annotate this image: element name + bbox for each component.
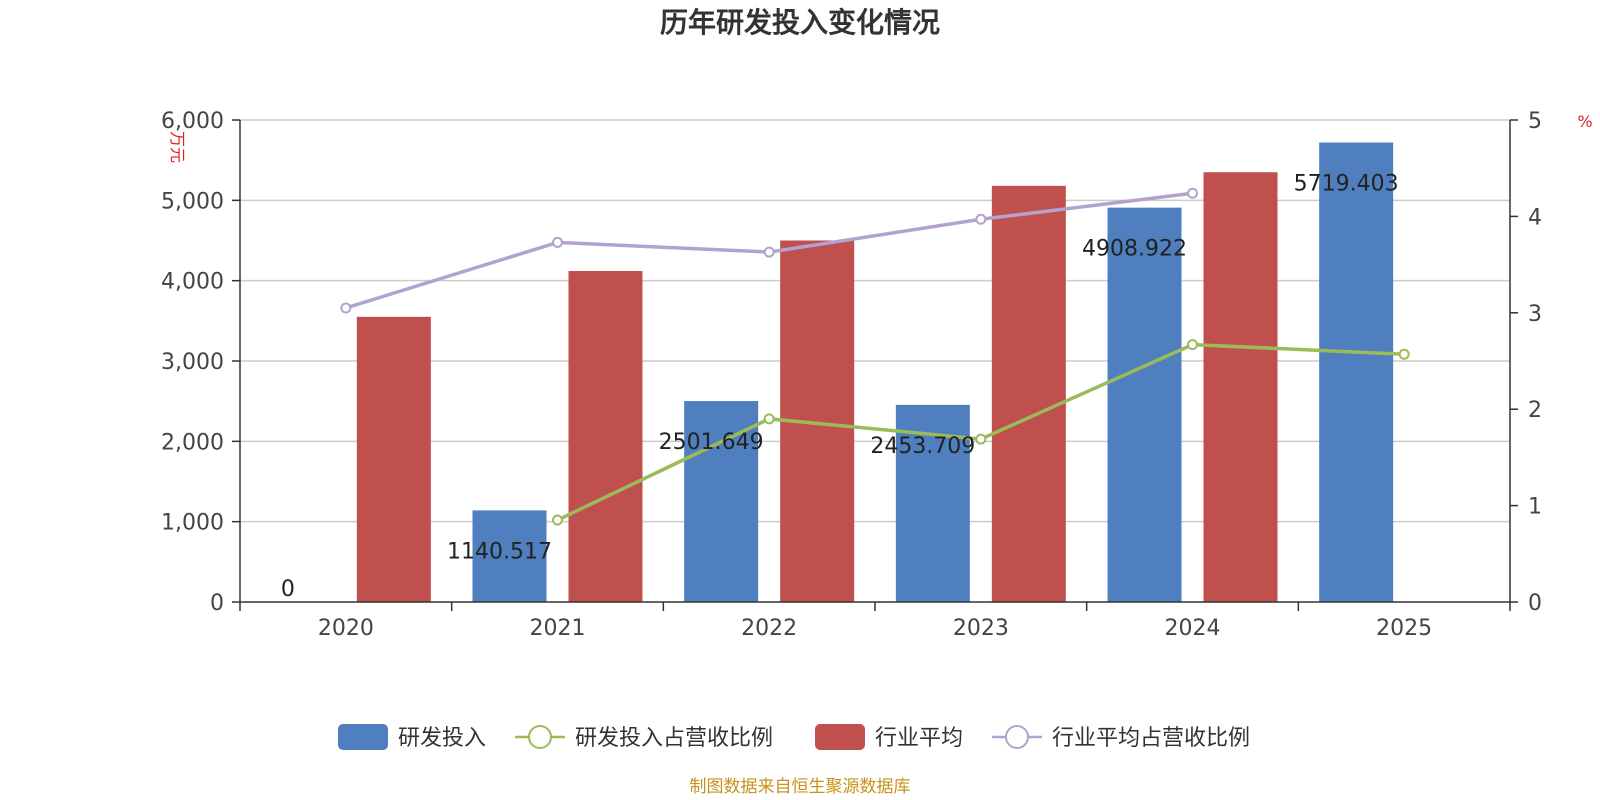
point-研发投入占营收比例 (1187, 339, 1198, 351)
point-行业平均占营收比例 (340, 302, 352, 314)
bars (356, 142, 1394, 602)
bar-行业平均 (991, 185, 1066, 602)
axes: 0 1,000 2,000 3,000 4,000 5,000 6,000 0 1 2 3 4 5 202… (161, 109, 1542, 641)
bar-data-label: 2453.709 (870, 434, 975, 459)
point-研发投入占营收比例 (1398, 348, 1410, 360)
left-axis-unit: 万元 (168, 131, 187, 163)
bar-研发投入 (1319, 142, 1394, 602)
point-研发投入占营收比例 (552, 514, 563, 526)
bar-data-label: 1140.517 (447, 539, 552, 564)
point-行业平均占营收比例 (763, 246, 775, 258)
bar-行业平均 (356, 316, 431, 602)
x-axis-tick-label: 2021 (530, 616, 586, 641)
left-axis-tick-label: 0 (210, 591, 224, 616)
point-行业平均占营收比例 (975, 213, 987, 225)
source-note: 制图数据来自恒生聚源数据库 (690, 777, 911, 797)
x-axis-tick-label: 2023 (953, 616, 1009, 641)
right-axis-tick-label: 2 (1528, 398, 1542, 423)
point-研发投入占营收比例 (975, 433, 987, 445)
point-行业平均占营收比例 (552, 236, 563, 248)
right-axis-tick-label: 3 (1528, 302, 1542, 327)
legend-marker-研发投入占营收比例 (528, 725, 552, 749)
left-axis-tick-label: 5,000 (161, 189, 224, 214)
bar-研发投入 (684, 401, 759, 602)
right-axis-tick-label: 1 (1528, 495, 1542, 520)
bar-行业平均 (1203, 172, 1278, 602)
bar-研发投入 (1107, 207, 1182, 602)
legend-marker-行业平均占营收比例 (1005, 725, 1029, 749)
left-axis-tick-label: 2,000 (161, 430, 224, 455)
left-axis-tick-label: 1,000 (161, 511, 224, 536)
legend-label: 研发投入 (398, 726, 486, 751)
left-axis-tick-label: 4,000 (161, 270, 224, 295)
bar-data-label: 5719.403 (1294, 172, 1399, 197)
x-axis-tick-label: 2024 (1165, 616, 1221, 641)
legend-swatch-研发投入 (338, 724, 388, 750)
chart-title: 历年研发投入变化情况 (660, 6, 940, 39)
grid-lines (240, 119, 1510, 523)
bar-data-label: 0 (281, 577, 295, 602)
right-axis-tick-label: 5 (1528, 109, 1542, 134)
x-axis-tick-label: 2020 (318, 616, 374, 641)
bar-data-label: 2501.649 (659, 430, 764, 455)
bar-研发投入 (472, 510, 547, 602)
point-研发投入占营收比例 (763, 413, 775, 425)
data-labels: 0 1140.517 2501.649 2453.709 4908.922 5719.40… (281, 172, 1399, 602)
right-axis-unit: % (1577, 112, 1592, 131)
legend-label: 研发投入占营收比例 (575, 726, 773, 751)
right-axis-tick-label: 4 (1528, 205, 1542, 230)
bar-行业平均 (568, 271, 643, 602)
point-行业平均占营收比例 (1187, 187, 1198, 199)
legend-label: 行业平均 (875, 726, 963, 751)
bar-data-label: 4908.922 (1082, 237, 1187, 262)
right-axis-tick-label: 0 (1528, 591, 1542, 616)
x-axis-tick-label: 2022 (741, 616, 797, 641)
left-axis-tick-label: 6,000 (161, 109, 224, 134)
legend: 研发投入 研发投入占营收比例 行业平均 行业平均占营收比例 (338, 724, 1250, 751)
x-axis-tick-label: 2025 (1376, 616, 1432, 641)
points (340, 187, 1410, 526)
legend-swatch-行业平均 (815, 724, 865, 750)
left-axis-tick-label: 3,000 (161, 350, 224, 375)
legend-label: 行业平均占营收比例 (1052, 726, 1250, 751)
